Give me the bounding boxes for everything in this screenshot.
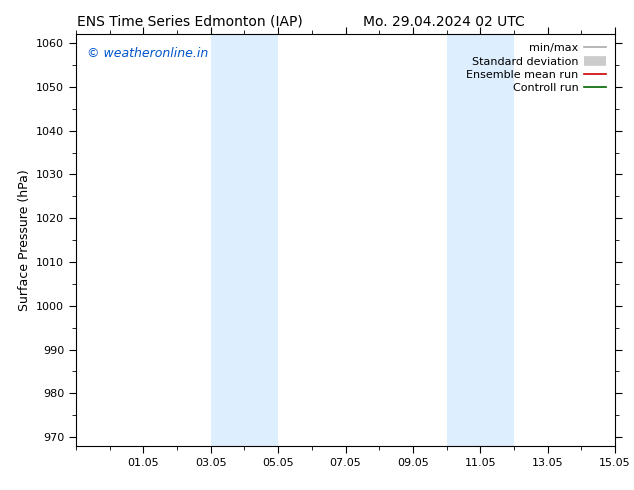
Bar bbox=[446, 34, 514, 446]
Text: Mo. 29.04.2024 02 UTC: Mo. 29.04.2024 02 UTC bbox=[363, 15, 525, 29]
Legend: min/max, Standard deviation, Ensemble mean run, Controll run: min/max, Standard deviation, Ensemble me… bbox=[463, 40, 609, 97]
Bar bbox=[210, 34, 278, 446]
Y-axis label: Surface Pressure (hPa): Surface Pressure (hPa) bbox=[18, 169, 30, 311]
Text: © weatheronline.in: © weatheronline.in bbox=[87, 47, 208, 60]
Text: ENS Time Series Edmonton (IAP): ENS Time Series Edmonton (IAP) bbox=[77, 15, 303, 29]
